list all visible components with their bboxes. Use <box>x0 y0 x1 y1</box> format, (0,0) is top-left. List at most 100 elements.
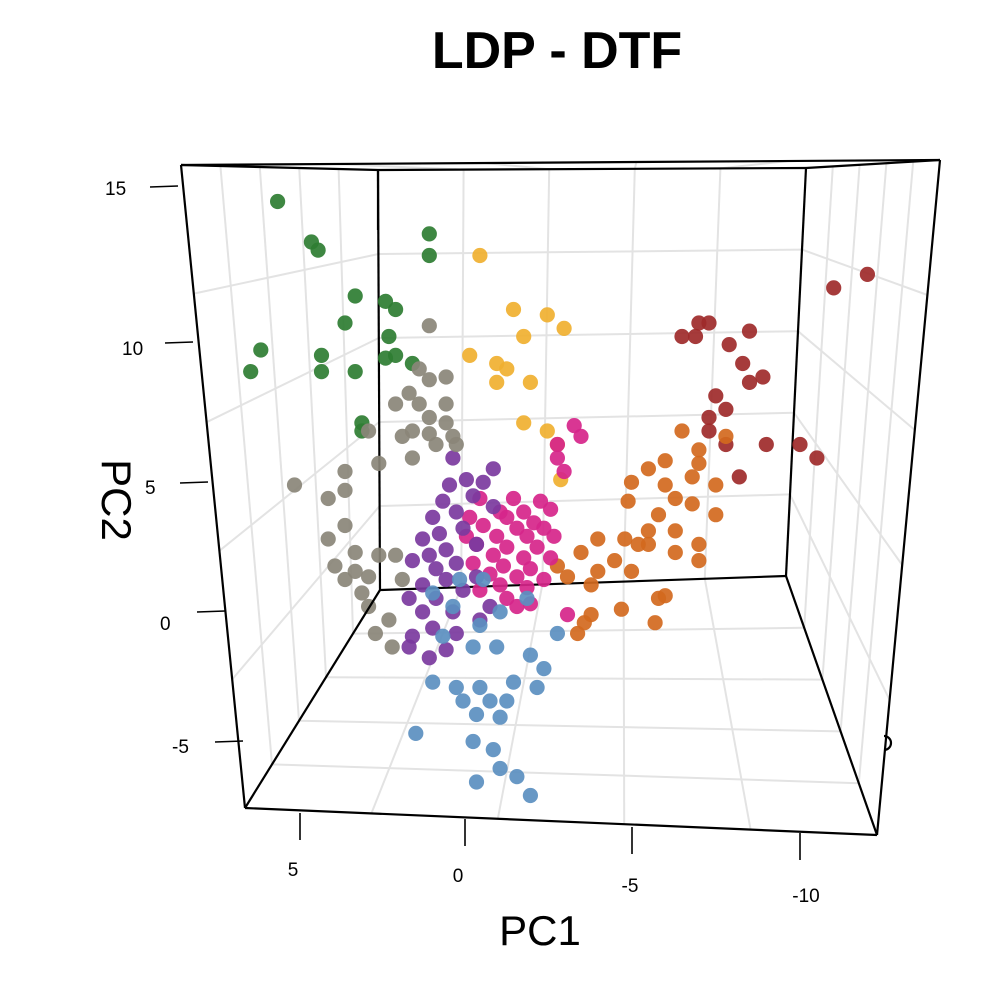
data-point <box>536 571 552 588</box>
data-point <box>313 347 330 363</box>
data-point <box>640 461 657 477</box>
data-point <box>485 547 501 563</box>
data-point <box>347 563 363 580</box>
data-point <box>367 625 383 642</box>
data-point <box>499 590 515 607</box>
data-point <box>691 455 707 471</box>
data-point <box>529 679 545 696</box>
data-point <box>499 509 515 525</box>
data-point <box>438 571 454 588</box>
data-point <box>509 569 525 585</box>
data-point <box>516 415 532 431</box>
data-point <box>421 318 437 334</box>
data-point <box>519 580 535 596</box>
data-point <box>404 553 420 569</box>
data-point <box>691 553 707 569</box>
data-point <box>758 436 774 453</box>
data-point <box>337 315 353 331</box>
data-points <box>243 193 876 804</box>
data-point <box>482 693 498 709</box>
data-point <box>674 423 690 439</box>
grid-line <box>325 676 823 681</box>
data-point <box>492 604 508 620</box>
data-point <box>438 415 454 431</box>
data-point <box>667 544 683 561</box>
data-point <box>472 247 488 264</box>
box-edge <box>805 158 941 170</box>
box-edge <box>244 589 381 809</box>
grid-line <box>633 161 638 170</box>
data-point <box>731 469 747 485</box>
data-point <box>570 625 586 642</box>
data-point <box>462 347 478 363</box>
data-point <box>492 577 508 593</box>
data-point <box>394 571 410 588</box>
data-point <box>516 328 532 345</box>
data-point <box>438 396 454 412</box>
data-point <box>438 642 454 658</box>
data-point <box>270 193 286 210</box>
data-point <box>452 571 468 588</box>
data-point <box>337 517 353 534</box>
data-point <box>468 706 485 723</box>
data-point <box>401 639 417 655</box>
data-point <box>708 477 724 493</box>
data-point <box>718 401 734 417</box>
data-point <box>650 507 667 523</box>
data-point <box>522 647 539 663</box>
data-point <box>475 517 491 534</box>
data-point <box>465 488 481 504</box>
data-point <box>701 315 717 331</box>
grid-line <box>541 169 551 585</box>
data-point <box>826 280 842 296</box>
data-point <box>590 531 606 547</box>
grid-line <box>378 248 803 255</box>
data-point <box>438 542 454 558</box>
data-point <box>425 509 441 525</box>
x-tick-label: -5 <box>622 876 639 897</box>
data-point <box>448 436 464 453</box>
data-point <box>428 436 444 453</box>
data-point <box>539 307 555 323</box>
data-point <box>371 455 387 471</box>
data-point <box>509 520 525 536</box>
data-point <box>539 423 555 439</box>
data-point <box>590 563 606 580</box>
data-point <box>468 774 485 790</box>
grid-line <box>219 165 273 765</box>
data-point <box>536 520 552 536</box>
data-point <box>286 477 303 493</box>
data-point <box>657 453 673 469</box>
data-point <box>384 639 400 655</box>
data-point <box>361 569 377 585</box>
data-point <box>347 364 363 380</box>
y-tick-mark <box>149 185 179 188</box>
grid-line <box>839 163 888 732</box>
data-point <box>455 520 471 536</box>
y-tick-mark <box>214 740 244 743</box>
data-point <box>421 372 437 388</box>
box-edge <box>180 158 941 167</box>
data-point <box>388 547 404 563</box>
data-point <box>347 288 363 304</box>
y-tick-label: 15 <box>105 179 126 200</box>
data-point <box>499 361 515 377</box>
data-point <box>522 787 539 804</box>
data-point <box>509 769 525 785</box>
data-point <box>438 369 454 385</box>
data-point <box>687 328 704 345</box>
data-point <box>472 679 488 696</box>
data-point <box>546 528 562 544</box>
data-point <box>361 423 377 439</box>
data-point <box>411 396 427 412</box>
data-point <box>327 558 343 574</box>
data-point <box>519 590 535 607</box>
grid-lines <box>193 160 928 830</box>
data-point <box>522 374 539 390</box>
data-point <box>573 544 589 561</box>
data-point <box>667 523 683 539</box>
y-tick-mark <box>164 341 194 344</box>
data-point <box>674 328 690 345</box>
data-point <box>320 490 336 507</box>
data-point <box>667 490 683 507</box>
